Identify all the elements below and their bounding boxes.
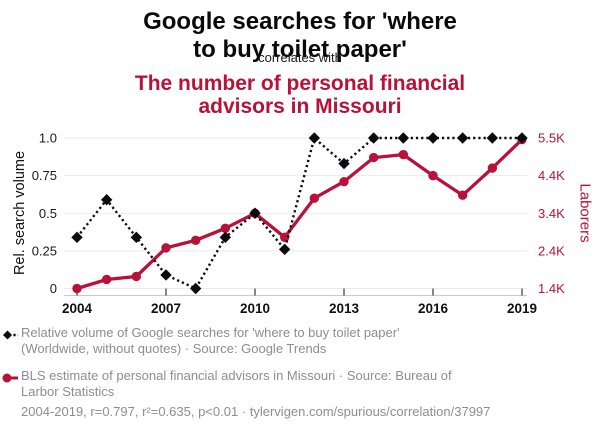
black-series-marker bbox=[516, 132, 528, 144]
black-series-marker bbox=[249, 207, 261, 219]
left-axis-tick-label: 0 bbox=[50, 281, 57, 296]
red-series-marker bbox=[161, 243, 171, 253]
red-series-marker bbox=[487, 163, 498, 173]
x-axis-tick-label: 2004 bbox=[62, 301, 93, 316]
legend-row-advisors-series: BLS estimate of personal financial advis… bbox=[2, 368, 594, 400]
black-series-marker bbox=[456, 132, 469, 144]
left-axis-title: Rel. search volume bbox=[12, 150, 28, 276]
right-axis-title: Laborers bbox=[576, 183, 594, 243]
chart-title-primary: Google searches for 'where to buy toilet… bbox=[0, 8, 600, 64]
black-series-marker bbox=[189, 282, 202, 295]
black-series-marker bbox=[100, 194, 113, 206]
red-series-marker bbox=[457, 190, 468, 200]
stats-footnote: 2004-2019, r=0.797, r²=0.635, p<0.01 · t… bbox=[21, 404, 491, 419]
chart-title-primary-line2: to buy toilet paper' bbox=[193, 36, 407, 63]
x-axis-tick-label: 2019 bbox=[507, 301, 537, 316]
right-axis-tick-label: 4.4K bbox=[538, 168, 565, 183]
red-series-marker bbox=[101, 274, 112, 285]
chart-title-primary-line1: Google searches for 'where bbox=[143, 8, 457, 35]
black-series-marker bbox=[486, 132, 499, 144]
correlates-with-text: correlates with bbox=[258, 50, 342, 65]
right-axis-tick-label: 3.4K bbox=[538, 206, 565, 221]
red-series-marker bbox=[339, 176, 349, 187]
red-series-line bbox=[75, 137, 524, 291]
x-axis-tick-label: 2016 bbox=[418, 301, 449, 316]
red-series-marker bbox=[398, 149, 409, 160]
black-series-line bbox=[76, 136, 522, 290]
red-series-marker bbox=[220, 223, 231, 233]
black-series-marker bbox=[278, 243, 291, 256]
left-axis-tick-label: 1.0 bbox=[39, 131, 57, 146]
black-series-marker bbox=[397, 132, 410, 144]
legend-row-search-series: Relative volume of Google searches for '… bbox=[2, 325, 594, 357]
left-axis-tick-label: 0.25 bbox=[32, 243, 57, 258]
red-series-marker bbox=[190, 235, 201, 246]
chart-title-secondary: The number of personal financial advisor… bbox=[0, 72, 600, 118]
red-series-marker bbox=[309, 193, 320, 203]
black-series-marker bbox=[160, 269, 172, 281]
left-axis-tick-label: 0.5 bbox=[39, 206, 57, 221]
black-series-marker bbox=[308, 132, 321, 144]
x-axis-tick-label: 2007 bbox=[151, 301, 181, 316]
legend-label-advisors-series: BLS estimate of personal financial advis… bbox=[21, 368, 452, 399]
red-series-marker bbox=[72, 283, 82, 294]
black-series-marker bbox=[71, 231, 83, 244]
red-series-marker bbox=[131, 271, 142, 282]
legend-label-search-series: Relative volume of Google searches for '… bbox=[21, 325, 400, 356]
red-series-marker bbox=[368, 152, 379, 163]
x-axis-tick-label: 2010 bbox=[240, 301, 270, 316]
red-series-marker bbox=[279, 232, 290, 243]
x-axis-tick-label: 2013 bbox=[329, 301, 360, 316]
chart-title-secondary-line2: advisors in Missouri bbox=[198, 95, 402, 118]
right-axis-tick-label: 5.5K bbox=[538, 131, 565, 146]
black-series-marker bbox=[427, 132, 439, 144]
diamond-dotted-legend-icon bbox=[2, 325, 18, 357]
circle-solid-legend-icon bbox=[2, 368, 18, 400]
black-series-marker bbox=[130, 231, 143, 244]
black-series-marker bbox=[367, 132, 380, 144]
left-axis-tick-label: 0.75 bbox=[32, 168, 57, 183]
black-series-marker bbox=[219, 231, 232, 244]
red-series-marker bbox=[428, 170, 438, 181]
chart-title-secondary-line1: The number of personal financial bbox=[134, 72, 466, 95]
right-axis-tick-label: 2.4K bbox=[538, 243, 565, 258]
right-axis-tick-label: 1.4K bbox=[538, 281, 565, 296]
black-series-marker bbox=[338, 157, 350, 170]
